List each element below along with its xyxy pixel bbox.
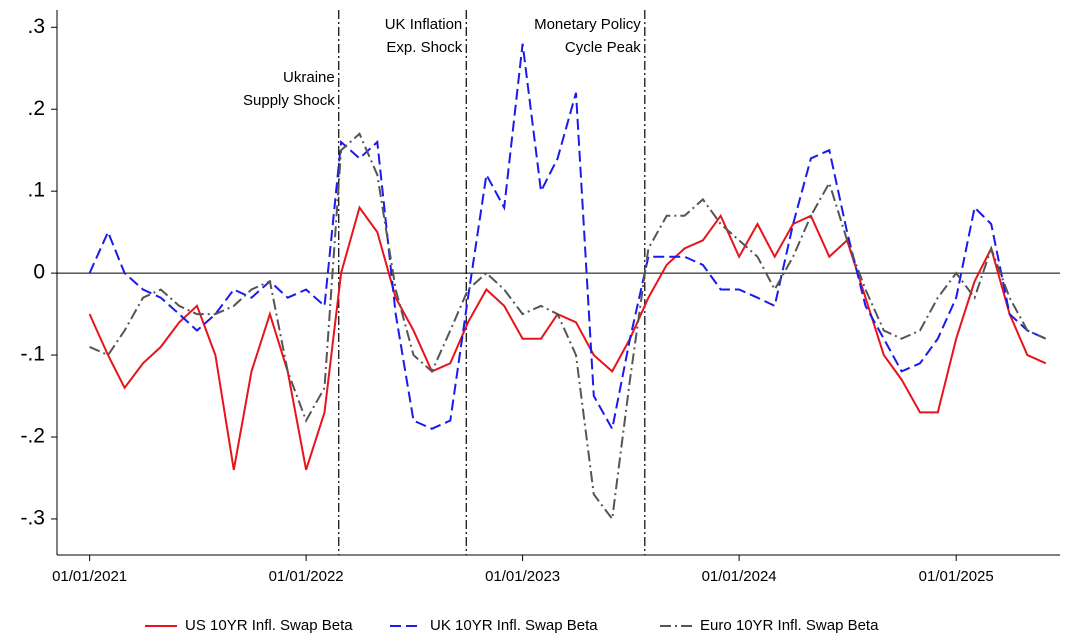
x-tick-label: 01/01/2025: [919, 568, 994, 585]
y-tick-label: -.2: [20, 425, 45, 448]
y-tick-label: .1: [27, 179, 45, 202]
event-label: Monetary Policy: [534, 16, 641, 33]
event-label: Supply Shock: [243, 92, 335, 109]
y-tick-label: .3: [27, 15, 45, 38]
legend-label: UK 10YR Infl. Swap Beta: [430, 617, 598, 634]
series-line: [89, 132, 1047, 522]
y-tick-label: -.3: [20, 506, 45, 529]
event-label: Exp. Shock: [386, 39, 462, 56]
y-tick-label: .2: [27, 97, 45, 120]
x-tick-label: 01/01/2022: [269, 568, 344, 585]
x-tick-label: 01/01/2023: [485, 568, 560, 585]
series-line: [88, 43, 1047, 432]
x-tick-label: 01/01/2024: [702, 568, 777, 585]
y-tick-label: -.1: [20, 343, 45, 366]
legend-label: Euro 10YR Infl. Swap Beta: [700, 617, 879, 634]
event-label: Cycle Peak: [565, 39, 641, 56]
event-label: UK Inflation: [385, 16, 463, 33]
y-tick-label: 0: [33, 261, 45, 284]
x-tick-label: 01/01/2021: [52, 568, 127, 585]
series-line: [88, 205, 1047, 471]
event-label: Ukraine: [283, 69, 335, 86]
legend-label: US 10YR Infl. Swap Beta: [185, 617, 353, 634]
